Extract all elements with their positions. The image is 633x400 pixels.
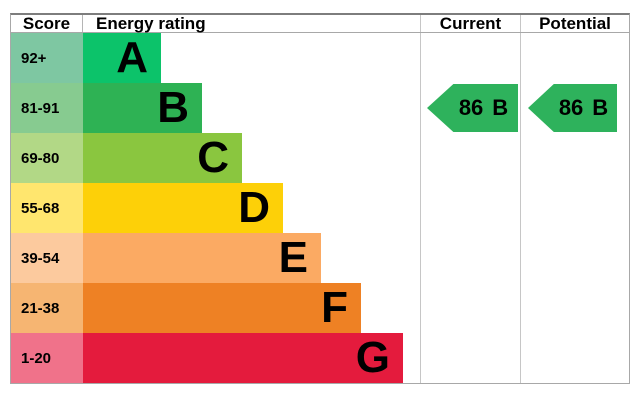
band-bar: B: [83, 83, 202, 133]
energy-rating-column-header: Energy rating: [96, 14, 206, 33]
band-row-d: 55-68 D: [11, 183, 629, 233]
current-rating-band: B: [492, 95, 509, 120]
band-letter: F: [321, 283, 348, 332]
score-column-header: Score: [11, 15, 83, 32]
band-bar: E: [83, 233, 321, 283]
band-row-f: 21-38 F: [11, 283, 629, 333]
band-letter: E: [278, 233, 308, 282]
band-row-c: 69-80 C: [11, 133, 629, 183]
potential-arrow: 86 B: [528, 84, 617, 132]
score-range-label: 81-91: [11, 83, 83, 133]
band-letter: D: [238, 183, 270, 232]
current-column-divider: [420, 33, 421, 383]
current-arrow: 86 B: [427, 84, 518, 132]
potential-rating-value: 86: [558, 95, 584, 120]
header-row: Score Energy rating Current Potential: [11, 15, 629, 33]
score-range-label: 92+: [11, 33, 83, 83]
band-row-g: 1-20 G: [11, 333, 629, 383]
current-column-header: Current: [420, 15, 520, 32]
band-letter: A: [116, 33, 148, 82]
score-range-label: 1-20: [11, 333, 83, 383]
band-letter: G: [355, 333, 390, 382]
band-bar: C: [83, 133, 242, 183]
band-row-b: 81-91 B: [11, 83, 629, 133]
band-bar: A: [83, 33, 161, 83]
band-row-a: 92+ A: [11, 33, 629, 83]
band-letter: B: [157, 83, 189, 132]
score-range-label: 69-80: [11, 133, 83, 183]
score-range-label: 55-68: [11, 183, 83, 233]
score-range-label: 39-54: [11, 233, 83, 283]
potential-column-header: Potential: [520, 15, 629, 32]
bands-area: 92+ A 81-91 B 69-80 C 55-68 D 39-54 E 21…: [11, 33, 629, 383]
band-bar: D: [83, 183, 283, 233]
score-range-label: 21-38: [11, 283, 83, 333]
band-bar: G: [83, 333, 403, 383]
band-bar: F: [83, 283, 361, 333]
band-letter: C: [197, 133, 229, 182]
epc-chart: Score Energy rating Current Potential 92…: [10, 13, 630, 384]
band-row-e: 39-54 E: [11, 233, 629, 283]
current-rating-value: 86: [458, 95, 484, 120]
potential-column-divider: [520, 33, 521, 383]
potential-rating-band: B: [592, 95, 609, 120]
